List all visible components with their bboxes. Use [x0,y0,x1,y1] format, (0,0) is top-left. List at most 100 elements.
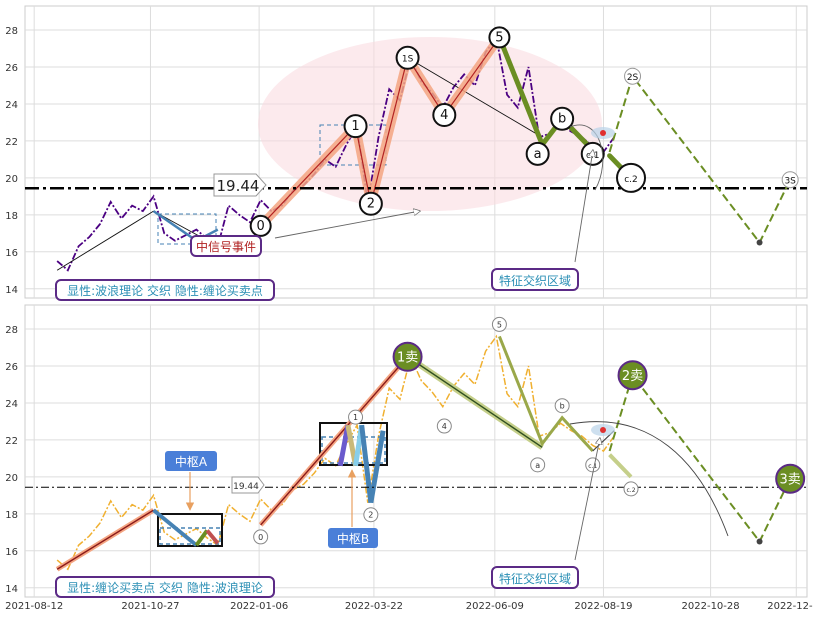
top-region-label-box [491,268,579,291]
wave-marker-label: 3S [784,177,796,187]
bottom-region-label-box [491,566,579,589]
pivot-a-label-box [165,451,217,471]
stroke-core [407,356,543,448]
wave-marker-small-label: 5 [497,320,502,329]
bot-ytick-label: 14 [5,584,18,595]
wave-marker-small-label: c.2 [626,487,635,494]
sell-point-label: 3卖 [780,473,801,488]
top-region-curve [569,124,604,191]
bottom-y-axis: 14 16 18 20 22 24 26 28 [5,325,18,595]
wave-marker-small-label: a [535,461,540,470]
wave-marker [432,103,457,128]
wave-marker-label: 1 [351,119,359,134]
bottom-annotation-box [55,576,275,598]
event-label: 中信号事件 [190,235,262,257]
pivot-a-label-text: 中枢A [175,454,208,469]
projection-low-dot [756,239,763,246]
xtick-label: 2021-10-27 [121,601,179,612]
wave-marker-small-label: 1 [353,413,358,422]
top-ytick-label: 24 [5,100,18,111]
pivot-b-label-box [328,528,378,548]
price-tag-top-label: 19.44 [217,177,260,195]
wave-marker-label: c.2 [624,175,638,185]
bottom-region-curve [569,421,729,537]
top-event-arrow [274,211,420,239]
bot-ytick-label: 20 [5,473,18,484]
price-tag-bottom-label: 19.44 [233,482,259,492]
bottom-region-marker-dot [600,427,606,433]
pivot-box-left [157,213,217,245]
top-ytick-label: 26 [5,63,18,74]
wave-marker [358,191,383,216]
wave-marker [781,171,799,189]
wave-marker-small-label: b [560,402,565,411]
pivot-b-stroke [337,424,351,467]
price-tag-bottom: 19.44 [231,476,265,494]
wave-marker-small [348,409,364,425]
bottom-strokes [55,335,633,572]
wave-marker-label: b [558,112,566,127]
corrective-segment [496,34,545,148]
xtick-label: 2022-12-23 [767,601,813,612]
wave-marker [249,214,272,237]
wave-marker [624,67,642,85]
bottom-projection [608,373,792,545]
xtick-label: 2022-03-22 [345,601,403,612]
wave-segment-core [443,37,500,116]
top-price-series [56,35,615,272]
wave-marker [395,45,420,70]
x-axis: 2021-08-12 2021-10-27 2022-01-06 2022-03-22… [5,601,813,612]
top-annotation-text: 显性:波浪理论 交织 隐性:缠论买卖点 [67,283,263,298]
projection-low-dot-bottom [756,538,763,545]
bot-ytick-label: 18 [5,510,18,521]
price-tag-top-shape [213,173,267,197]
sell-point-label: 2卖 [622,369,643,384]
pivot-a-inner [159,527,221,545]
pivot-a-box [157,513,223,547]
top-region-marker-dot [600,130,606,136]
sell-point-marker [392,341,423,372]
top-ytick-label: 14 [5,285,18,296]
wave-marker-label: 2 [367,197,375,212]
price-tag-top: 19.44 [213,173,267,197]
wave-marker [616,162,647,193]
top-ytick-label: 18 [5,211,18,222]
top-region-label-text: 特征交织区域 [499,273,571,288]
wave-marker-label: 1S [402,55,414,65]
pivot-a-label: 中枢A [165,451,217,471]
xtick-label: 2021-08-12 [5,601,63,612]
wave-marker-small [253,529,269,545]
xtick-label: 2022-08-19 [574,601,632,612]
wave-marker [525,141,550,166]
stroke-halo [608,453,633,479]
event-label-box [190,235,262,257]
bottom-wave-markers: 1 0 2 4 5 a b c.1 c.2 [253,316,639,545]
projection-line-bottom [608,373,792,544]
bottom-region-label-text: 特征交织区域 [499,571,571,586]
wave-marker [488,26,511,49]
projection-line [608,74,792,245]
bot-ytick-label: 28 [5,325,18,336]
wave-marker-small [436,418,452,434]
top-price-line [56,35,615,272]
wave-marker-label: a [534,147,542,162]
trend-line [56,210,154,271]
wave-marker-small [491,316,507,332]
sell-point-label: 1卖 [397,351,418,366]
sell-point-marker [617,360,648,391]
price-tag-bottom-shape [231,476,265,494]
wave-marker [343,114,368,139]
bot-ytick-label: 22 [5,436,18,447]
wave-marker-small-label: 2 [368,511,373,520]
wave-marker-small [363,507,379,523]
bottom-region-marker [591,424,615,436]
top-region-arrow [574,150,593,263]
wave-marker-small [554,398,570,414]
bottom-annotation: 显性:缠论买卖点 交织 隐性:波浪理论 [55,576,275,598]
bot-ytick-label: 16 [5,547,18,558]
top-projection [608,74,792,246]
